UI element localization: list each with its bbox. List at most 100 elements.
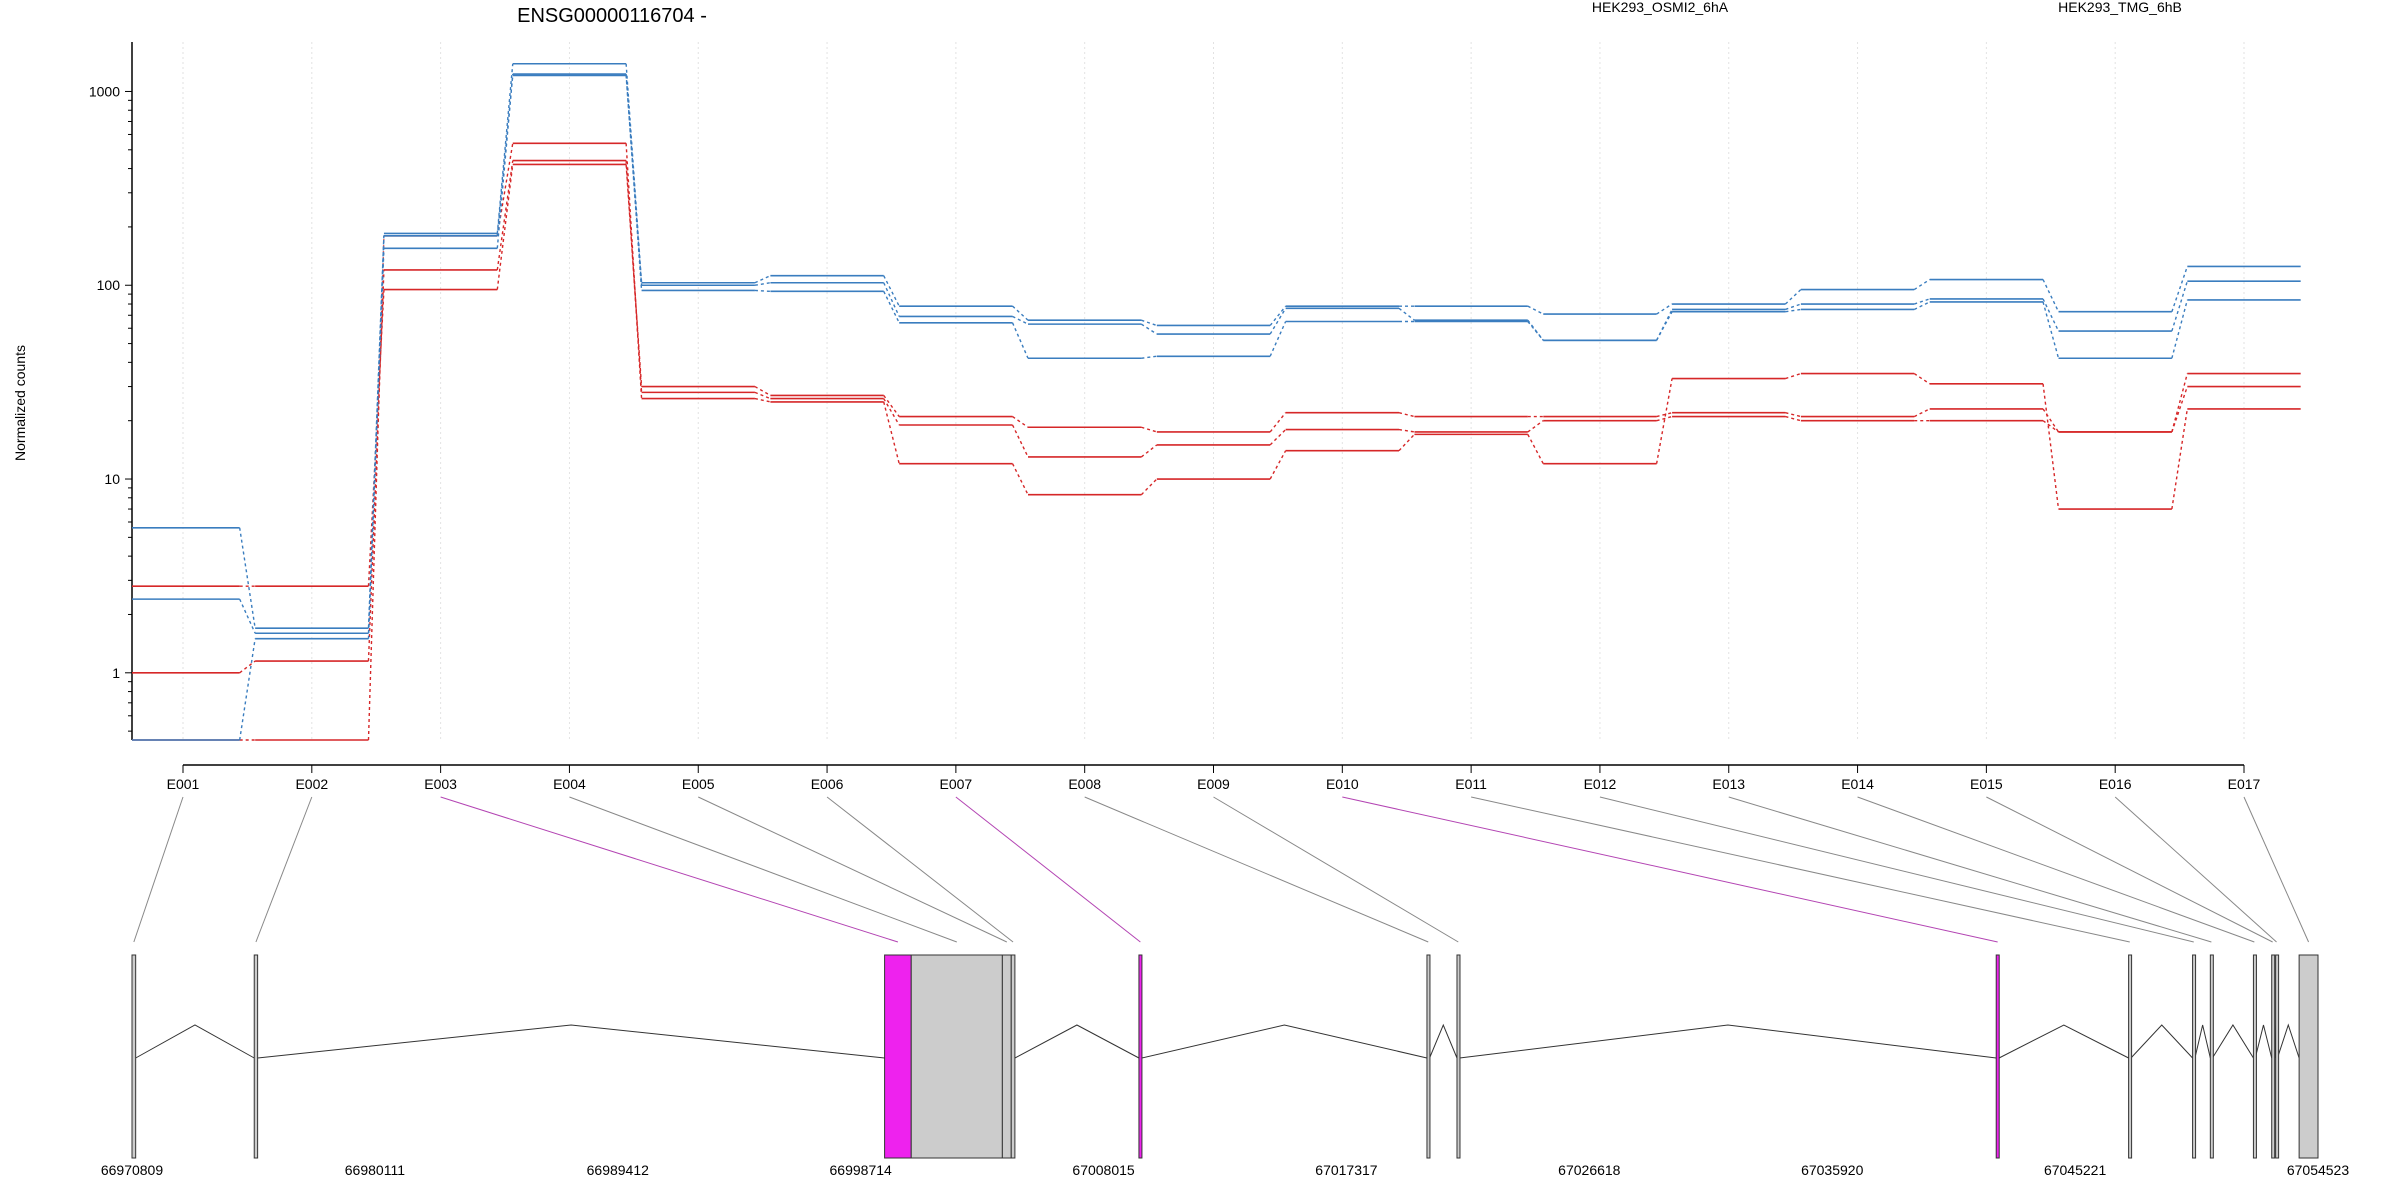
- exon-box-e013: [2209, 954, 2214, 1159]
- series-connector: [754, 289, 771, 293]
- series-connector: [2171, 408, 2189, 510]
- x-tick-label-e013: E013: [1712, 776, 1745, 792]
- series-connector: [1140, 323, 1158, 335]
- series-0: [132, 163, 2301, 587]
- series-connector: [2171, 386, 2188, 433]
- series-connector: [367, 269, 385, 662]
- series-connector: [2042, 383, 2060, 510]
- series-connector: [496, 160, 514, 270]
- intron-line: [1429, 1023, 1458, 1059]
- intron-line: [1998, 1024, 2129, 1059]
- series-connector: [496, 143, 514, 236]
- intron-line: [135, 1024, 255, 1059]
- exon-box-e005: [1001, 954, 1012, 1159]
- x-tick-label-e007: E007: [940, 776, 973, 792]
- series-connector: [1011, 322, 1029, 359]
- series-connector: [1527, 434, 1544, 465]
- series-connector: [1141, 426, 1158, 433]
- x-tick-label-e005: E005: [682, 776, 715, 792]
- exon-box-e006: [1010, 954, 1016, 1159]
- series-connector: [754, 391, 771, 400]
- series-connector: [2042, 408, 2060, 433]
- series-connector: [2042, 420, 2059, 433]
- x-tick-label-e017: E017: [2228, 776, 2261, 792]
- x-tick-label-e004: E004: [553, 776, 586, 792]
- series-1: [132, 159, 2301, 674]
- x-tick-label-e009: E009: [1197, 776, 1230, 792]
- series-connector: [1269, 412, 1287, 433]
- series-connector: [1527, 420, 1544, 433]
- exon-box-e009: [1456, 954, 1461, 1159]
- series-connector: [367, 233, 385, 629]
- x-tick-label-e012: E012: [1584, 776, 1617, 792]
- series-connector: [1011, 424, 1029, 458]
- exon-box-e007: [1138, 954, 1143, 1159]
- exon-box-e001: [131, 954, 137, 1159]
- series-connector: [1269, 307, 1287, 335]
- exon-connector-e009: [1213, 796, 1459, 943]
- series-connector: [754, 282, 771, 286]
- series-connector: [883, 275, 900, 307]
- series-connector: [1012, 416, 1029, 428]
- exon-box-e015: [2271, 954, 2276, 1159]
- x-tick-label-e003: E003: [424, 776, 457, 792]
- series-connector: [2042, 301, 2060, 359]
- series-connector: [1913, 301, 1931, 311]
- x-tick-label-e016: E016: [2099, 776, 2132, 792]
- genomic-coordinate-label: 67045221: [2044, 1162, 2107, 1178]
- exon-connector-e007: [955, 796, 1141, 943]
- series-connector: [2042, 279, 2060, 313]
- series-connector: [1785, 372, 1802, 380]
- series-connector: [1913, 278, 1931, 291]
- series-connector: [367, 235, 385, 741]
- exon-connector-e005: [698, 796, 1008, 943]
- series-connector: [2171, 299, 2188, 359]
- exon-connector-e014: [1857, 796, 2255, 943]
- series-connector: [754, 275, 771, 284]
- gene-model: 66970809 66980111 66989412 66998714 67008015…: [101, 954, 2350, 1178]
- series-connector: [496, 164, 514, 290]
- genomic-coordinate-label: 66989412: [587, 1162, 650, 1178]
- exon-box-e016: [2275, 954, 2280, 1159]
- series-connector: [239, 660, 256, 674]
- series-connector: [367, 235, 385, 639]
- series-connector: [496, 75, 514, 236]
- series-connector: [1141, 355, 1157, 359]
- series-connector: [1269, 429, 1287, 446]
- y-tick-label: 10: [104, 471, 120, 487]
- series-connector: [883, 398, 900, 426]
- series-connector: [2171, 266, 2188, 312]
- exon-connector-e012: [1599, 796, 2194, 943]
- series-connector: [239, 598, 256, 634]
- series-connector: [1398, 433, 1415, 452]
- intron-line: [2130, 1024, 2193, 1059]
- exon-connector-e011: [1471, 796, 2130, 943]
- series-lines: [132, 62, 2301, 741]
- series-connector: [1140, 478, 1158, 496]
- y-axis-label: Normalized counts: [12, 345, 28, 461]
- series-connector: [1269, 450, 1287, 480]
- exon-connector-e010: [1342, 796, 1998, 943]
- series-connector: [2042, 298, 2060, 332]
- series-connector: [1785, 411, 1802, 418]
- series-connector: [1398, 307, 1415, 321]
- x-tick-label-e010: E010: [1326, 776, 1359, 792]
- series-connector: [883, 395, 900, 417]
- exon-connector-e008: [1084, 796, 1429, 943]
- exon-connector-e002: [255, 796, 313, 943]
- x-tick-label-e008: E008: [1068, 776, 1101, 792]
- series-connector: [754, 397, 771, 403]
- genomic-coordinate-label: 67017317: [1315, 1162, 1378, 1178]
- exon-box-e012: [2192, 954, 2197, 1159]
- x-tick-label-e001: E001: [167, 776, 200, 792]
- series-connector: [883, 401, 900, 464]
- genomic-coordinate-label: 67054523: [2287, 1162, 2350, 1178]
- series-connector: [1269, 321, 1287, 357]
- series-connector: [1913, 408, 1931, 418]
- series-connector: [1784, 289, 1802, 305]
- intron-line: [1459, 1024, 1997, 1059]
- exon-box-e008: [1426, 954, 1431, 1159]
- exon-connectors: [133, 796, 2310, 943]
- series-3: [132, 62, 2301, 629]
